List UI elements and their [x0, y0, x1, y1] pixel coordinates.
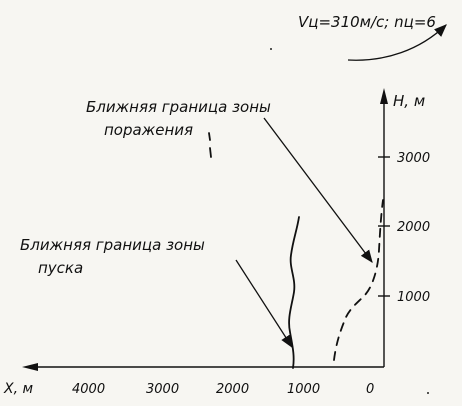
y-tick-label-1000: 1000 — [397, 290, 430, 305]
y-tick-label-3000: 3000 — [397, 151, 430, 166]
x-tick-label-2000: 2000 — [216, 382, 249, 397]
launch-zone-label-line1: Ближняя граница зоны — [20, 236, 205, 254]
h-axis-arrow — [380, 88, 388, 104]
scan-speck — [270, 48, 272, 50]
h-axis-label: H, м — [393, 92, 425, 110]
x-tick-label-0: 0 — [366, 382, 374, 397]
small-dash-mark — [208, 132, 212, 158]
launch-zone-label-line2: пуска — [38, 259, 83, 277]
kill-zone-label-line1: Ближняя граница зоны — [86, 98, 271, 116]
x-axis-label: X, м — [3, 381, 33, 397]
kill-zone-label-line2: поражения — [104, 121, 193, 139]
y-tick-label-2000: 2000 — [397, 220, 430, 235]
maneuver-arrow — [347, 24, 447, 61]
kill-zone-boundary-curve — [333, 199, 384, 361]
x-tick-label-1000: 1000 — [287, 382, 320, 397]
velocity-label: Vц=310м/с; nц=6 — [298, 13, 436, 31]
x-axis-arrow — [22, 363, 38, 371]
scan-speck — [427, 392, 429, 394]
x-tick-label-3000: 3000 — [146, 382, 179, 397]
x-tick-label-4000: 4000 — [72, 382, 105, 397]
kill-zone-leader-arrow — [263, 117, 373, 264]
launch-zone-leader-arrow — [235, 259, 293, 349]
